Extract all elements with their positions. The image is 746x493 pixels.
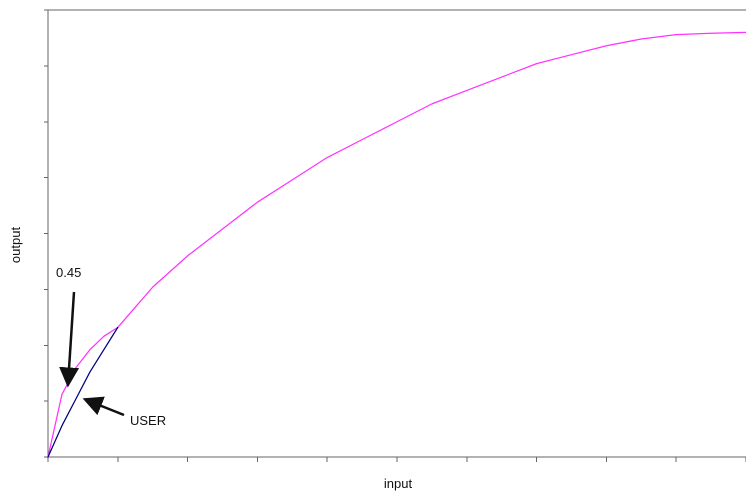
x-axis-label: input (384, 476, 413, 491)
series-line-1 (47, 326, 119, 458)
series-line-0 (47, 31, 746, 458)
annotation-label-0-45: 0.45 (56, 265, 81, 280)
annotation-label-user: USER (130, 413, 166, 428)
annotation-arrow-0-45 (59, 291, 80, 388)
y-axis-label: output (8, 227, 23, 264)
annotation-arrow-user (82, 396, 125, 417)
